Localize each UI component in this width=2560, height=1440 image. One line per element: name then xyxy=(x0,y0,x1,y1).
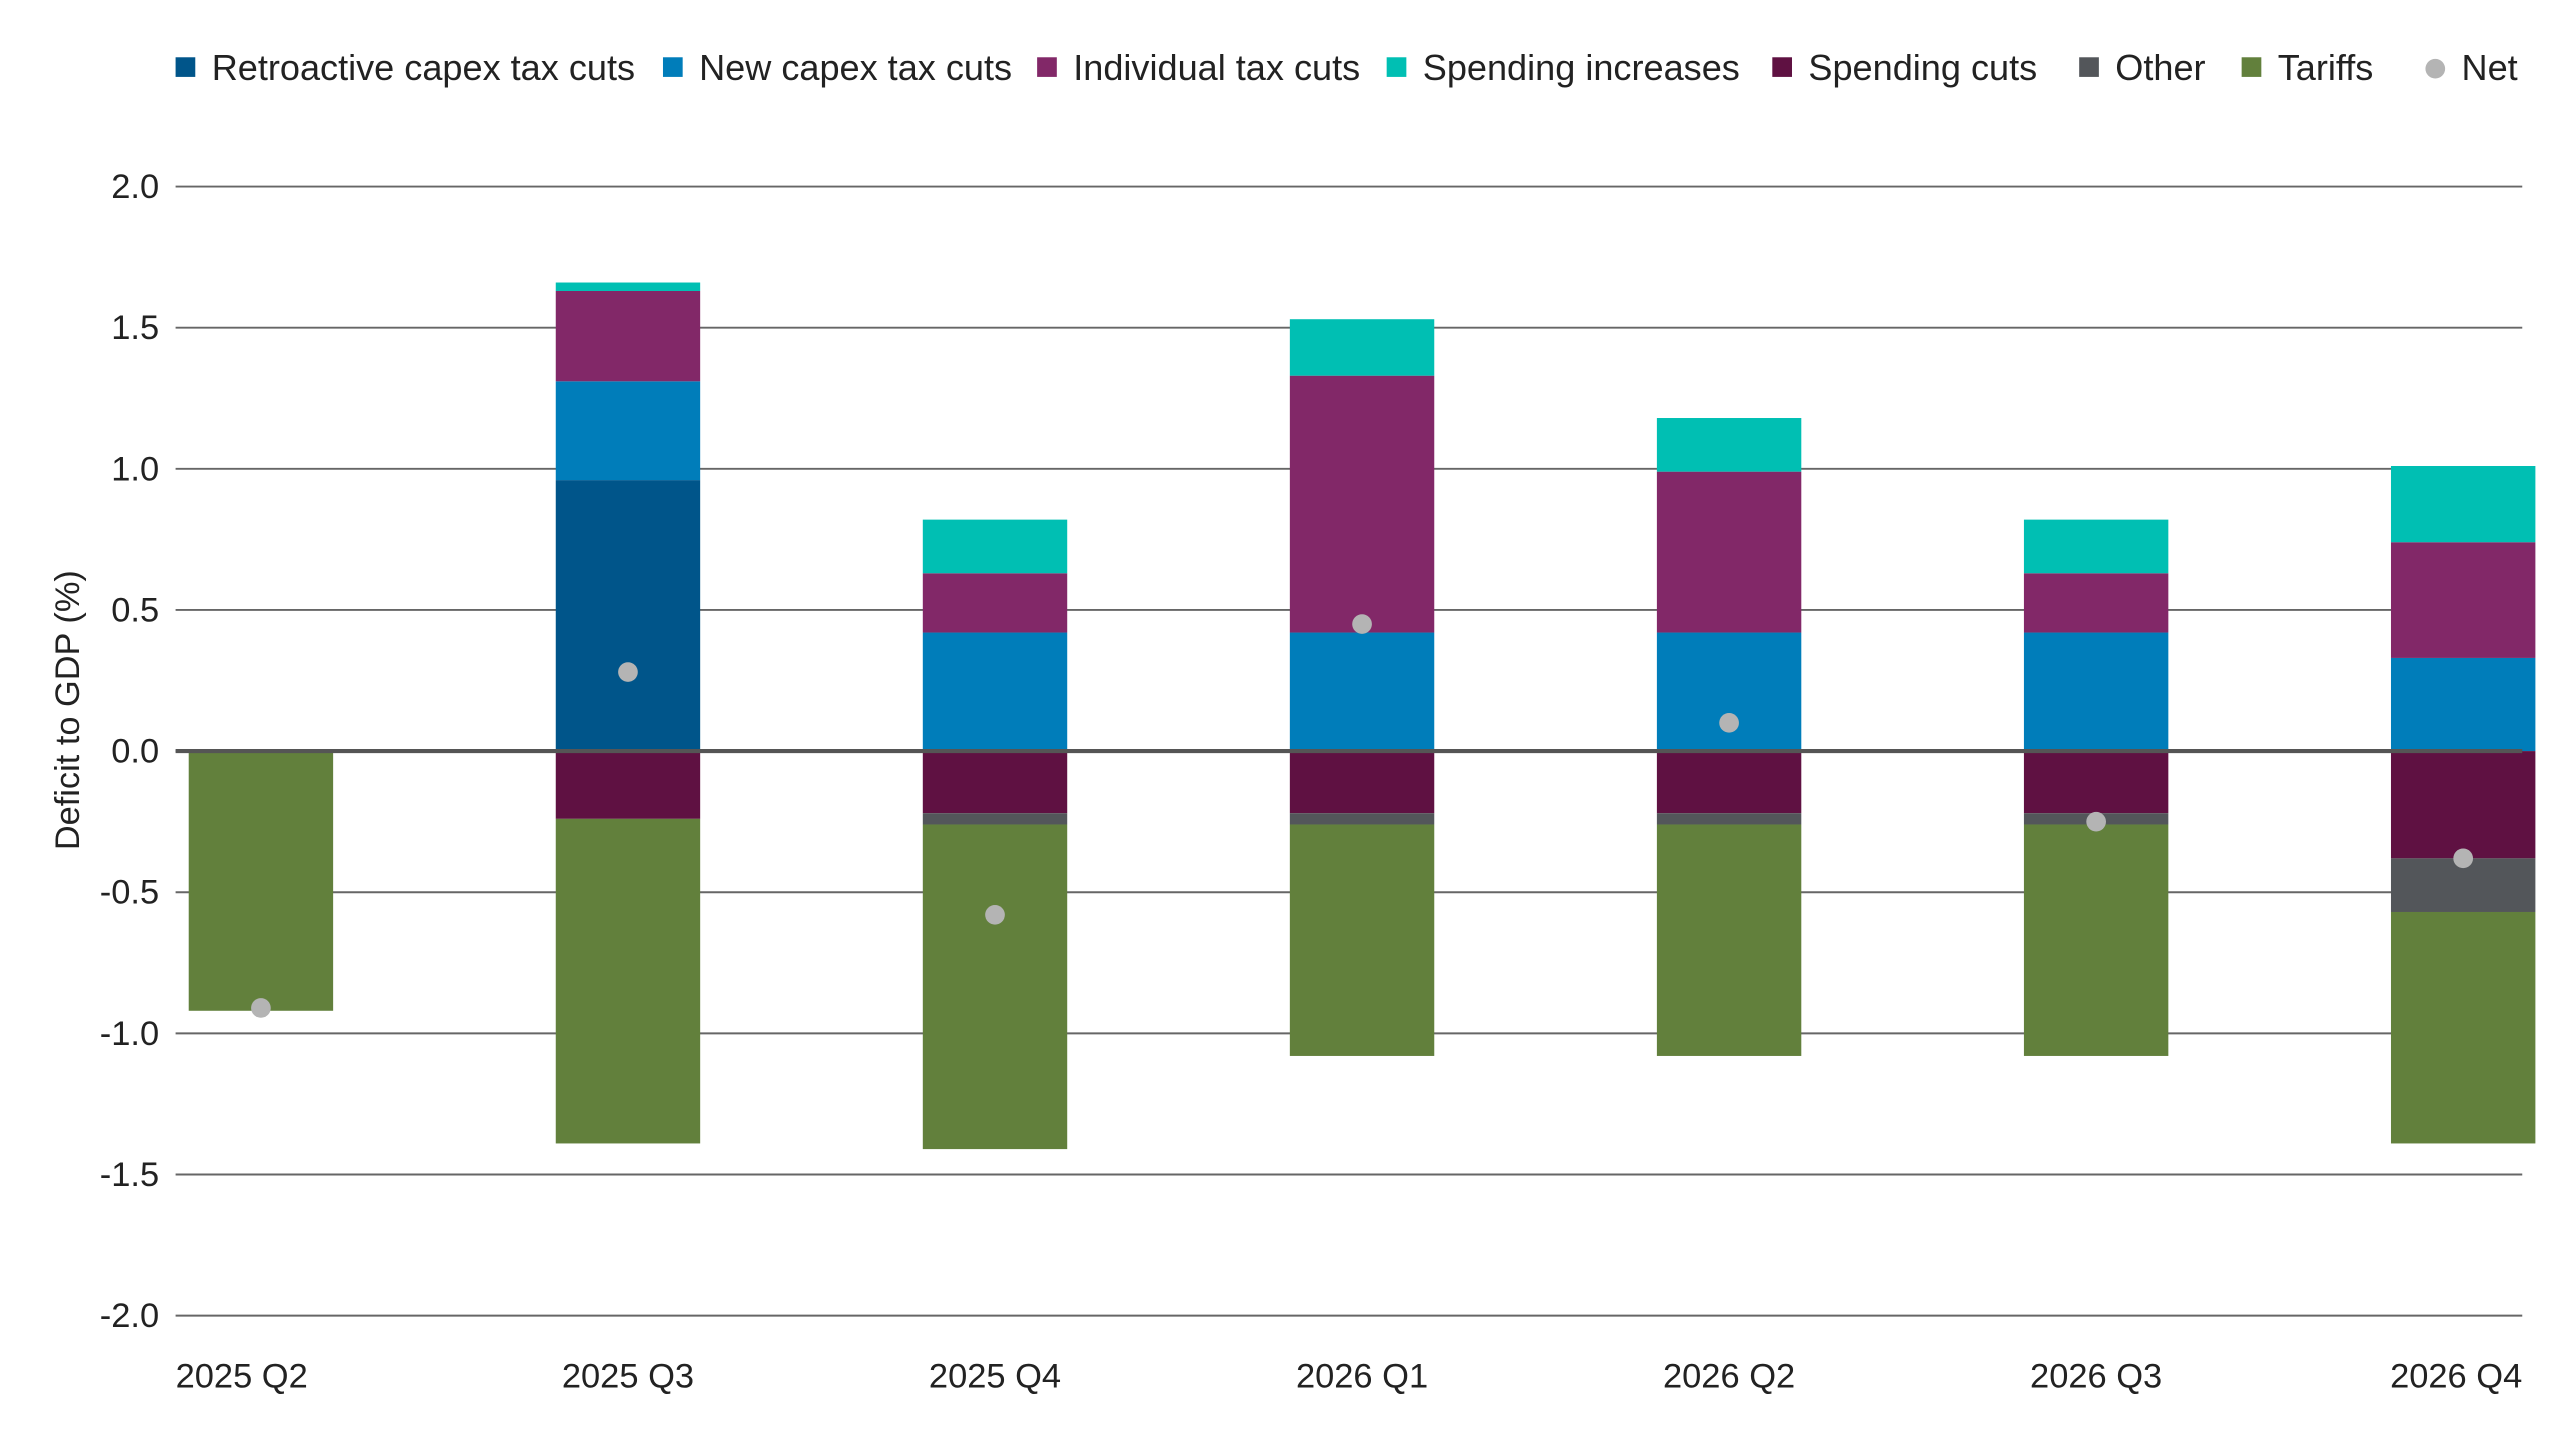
x-tick-label: 2026 Q2 xyxy=(1663,1358,1795,1396)
legend-label: Net xyxy=(2462,47,2518,88)
legend-item: New capex tax cuts xyxy=(662,47,1012,88)
x-axis-ticks: 2025 Q2 2025 Q3 2025 Q4 2026 Q1 2026 Q2 2026 … xyxy=(176,1358,2523,1396)
y-tick-label: 0.0 xyxy=(111,733,159,771)
y-tick-label: -0.5 xyxy=(100,874,159,912)
net-point xyxy=(1352,614,1372,634)
legend-swatch xyxy=(175,57,196,77)
bar-segment-new-capex-tax-cuts xyxy=(1656,632,1802,752)
bar-segment-new-capex-tax-cuts xyxy=(2390,657,2536,752)
bar-segment-tariffs xyxy=(2023,824,2169,1056)
legend-item: Retroactive capex tax cuts xyxy=(175,47,635,88)
bar-segment-spending-cuts xyxy=(555,751,701,819)
bar-segment-new-capex-tax-cuts xyxy=(922,632,1068,752)
bar-segment-spending-increases xyxy=(1289,319,1435,376)
bar-segment-tariffs xyxy=(922,824,1068,1150)
bar-segment-retroactive-capex-tax-cuts xyxy=(555,480,701,752)
legend-swatch xyxy=(1037,57,1057,77)
legend-swatch xyxy=(662,57,683,77)
y-axis-label: Deficit to GDP (%) xyxy=(49,570,87,850)
legend-item: Spending cuts xyxy=(1772,47,2037,88)
bar-segment-tariffs xyxy=(1289,824,1435,1056)
legend: Retroactive capex tax cuts New capex tax … xyxy=(175,47,2518,88)
y-tick-label: 1.0 xyxy=(111,450,159,488)
bar-segment-spending-increases xyxy=(555,282,701,291)
bar-segment-spending-cuts xyxy=(1289,751,1435,814)
legend-label: Spending cuts xyxy=(1808,47,2037,88)
legend-label: Individual tax cuts xyxy=(1073,47,1360,88)
y-tick-label: -1.0 xyxy=(100,1015,159,1053)
bar-segment-spending-cuts xyxy=(1656,751,1802,814)
legend-item: Individual tax cuts xyxy=(1037,47,1360,88)
legend-label: Tariffs xyxy=(2278,47,2374,88)
bar-segment-spending-increases xyxy=(2023,519,2169,574)
net-points xyxy=(251,614,2474,1018)
bar-segment-spending-increases xyxy=(2390,465,2536,543)
y-tick-label: -2.0 xyxy=(100,1297,159,1335)
legend-item: Other xyxy=(2079,47,2206,88)
bar-segment-new-capex-tax-cuts xyxy=(1289,632,1435,752)
bar-segment-tariffs xyxy=(1656,824,1802,1056)
legend-label: Spending increases xyxy=(1423,47,1740,88)
bar-segment-individual-tax-cuts xyxy=(2023,573,2169,633)
bar-segment-individual-tax-cuts xyxy=(1656,471,1802,633)
legend-item: Spending increases xyxy=(1386,47,1740,88)
bars xyxy=(188,282,2536,1150)
legend-label: New capex tax cuts xyxy=(699,47,1012,88)
bar-segment-spending-increases xyxy=(1656,418,1802,472)
net-point xyxy=(251,998,271,1018)
bar-segment-new-capex-tax-cuts xyxy=(2023,632,2169,752)
y-tick-label: -1.5 xyxy=(100,1156,159,1194)
y-tick-label: 0.5 xyxy=(111,591,159,629)
x-tick-label: 2026 Q3 xyxy=(2030,1358,2162,1396)
x-tick-label: 2026 Q1 xyxy=(1296,1358,1428,1396)
bar-segment-other xyxy=(922,813,1068,825)
bar-segment-tariffs xyxy=(2390,911,2536,1144)
bar-segment-tariffs xyxy=(555,818,701,1144)
bar-segment-individual-tax-cuts xyxy=(2390,542,2536,658)
bar-segment-other xyxy=(1289,813,1435,825)
net-point xyxy=(2086,811,2106,832)
net-point xyxy=(618,662,638,682)
y-tick-label: 2.0 xyxy=(111,168,159,206)
bar-segment-individual-tax-cuts xyxy=(555,290,701,382)
legend-label: Retroactive capex tax cuts xyxy=(212,47,635,88)
x-tick-label: 2025 Q4 xyxy=(929,1358,1061,1396)
legend-swatch xyxy=(1386,57,1407,77)
y-tick-label: 1.5 xyxy=(111,309,159,347)
legend-swatch xyxy=(1772,57,1792,77)
net-point xyxy=(2453,848,2474,869)
legend-label: Other xyxy=(2115,47,2205,88)
bar-segment-other xyxy=(1656,813,1802,825)
legend-item: Tariffs xyxy=(2241,47,2374,88)
bar-segment-spending-cuts xyxy=(2390,751,2536,859)
net-point xyxy=(985,904,1005,925)
x-tick-label: 2026 Q4 xyxy=(2390,1358,2522,1396)
legend-swatch xyxy=(2241,57,2262,77)
net-point xyxy=(1719,713,1739,733)
bar-segment-spending-increases xyxy=(922,519,1068,574)
legend-item: Net xyxy=(2425,47,2518,88)
bar-segment-spending-cuts xyxy=(922,751,1068,814)
bar-segment-spending-cuts xyxy=(2023,751,2169,814)
bar-segment-tariffs xyxy=(188,751,334,1011)
bar-segment-individual-tax-cuts xyxy=(922,573,1068,633)
bar-segment-individual-tax-cuts xyxy=(1289,375,1435,633)
x-tick-label: 2025 Q2 xyxy=(176,1358,308,1396)
bar-segment-new-capex-tax-cuts xyxy=(555,381,701,481)
x-tick-label: 2025 Q3 xyxy=(562,1358,694,1396)
legend-swatch xyxy=(2079,57,2099,77)
legend-marker xyxy=(2425,58,2446,79)
